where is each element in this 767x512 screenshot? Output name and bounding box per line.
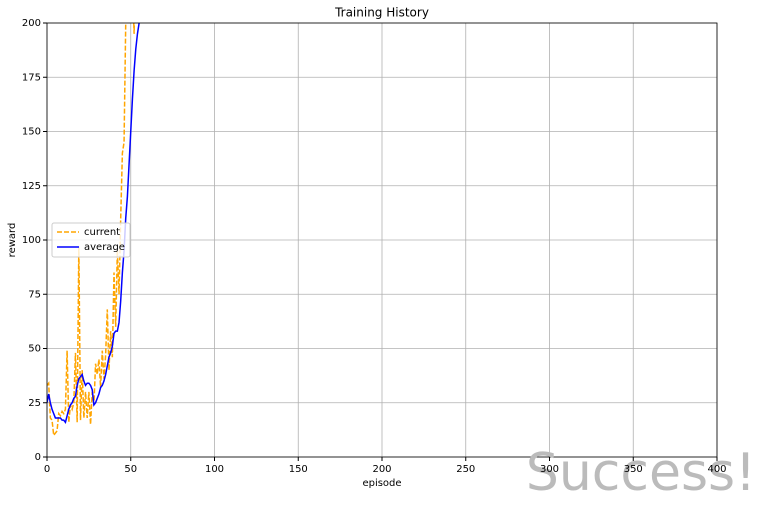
y-tick-label: 100 [22, 235, 41, 246]
legend-label: average [84, 242, 125, 253]
series-line [47, 23, 136, 438]
y-tick-label: 25 [28, 398, 41, 409]
y-tick-label: 125 [22, 181, 41, 192]
y-tick-label: 150 [22, 127, 41, 138]
y-tick-label: 50 [28, 344, 41, 355]
x-tick-label: 100 [205, 464, 224, 475]
y-tick-label: 175 [22, 72, 41, 83]
x-tick-label: 50 [124, 464, 137, 475]
x-tick-label: 200 [372, 464, 391, 475]
x-tick-label: 150 [289, 464, 308, 475]
y-tick-label: 0 [35, 452, 41, 463]
plot-lines [47, 23, 140, 438]
chart-title: Training History [334, 6, 429, 20]
y-axis-label: reward [7, 223, 18, 258]
grid [46, 22, 718, 458]
series-line [47, 23, 140, 424]
legend-label: current [84, 227, 120, 238]
x-axis-label: episode [362, 478, 401, 489]
x-tick-label: 0 [44, 464, 50, 475]
legend: current average [51, 222, 131, 258]
x-tick-label: 250 [456, 464, 475, 475]
x-tick-label: 300 [540, 464, 559, 475]
success-annotation: Success! [526, 443, 756, 503]
x-tick-label: 400 [707, 464, 726, 475]
x-tick-label: 350 [624, 464, 643, 475]
y-tick-label: 75 [28, 289, 41, 300]
y-tick-label: 200 [22, 18, 41, 29]
